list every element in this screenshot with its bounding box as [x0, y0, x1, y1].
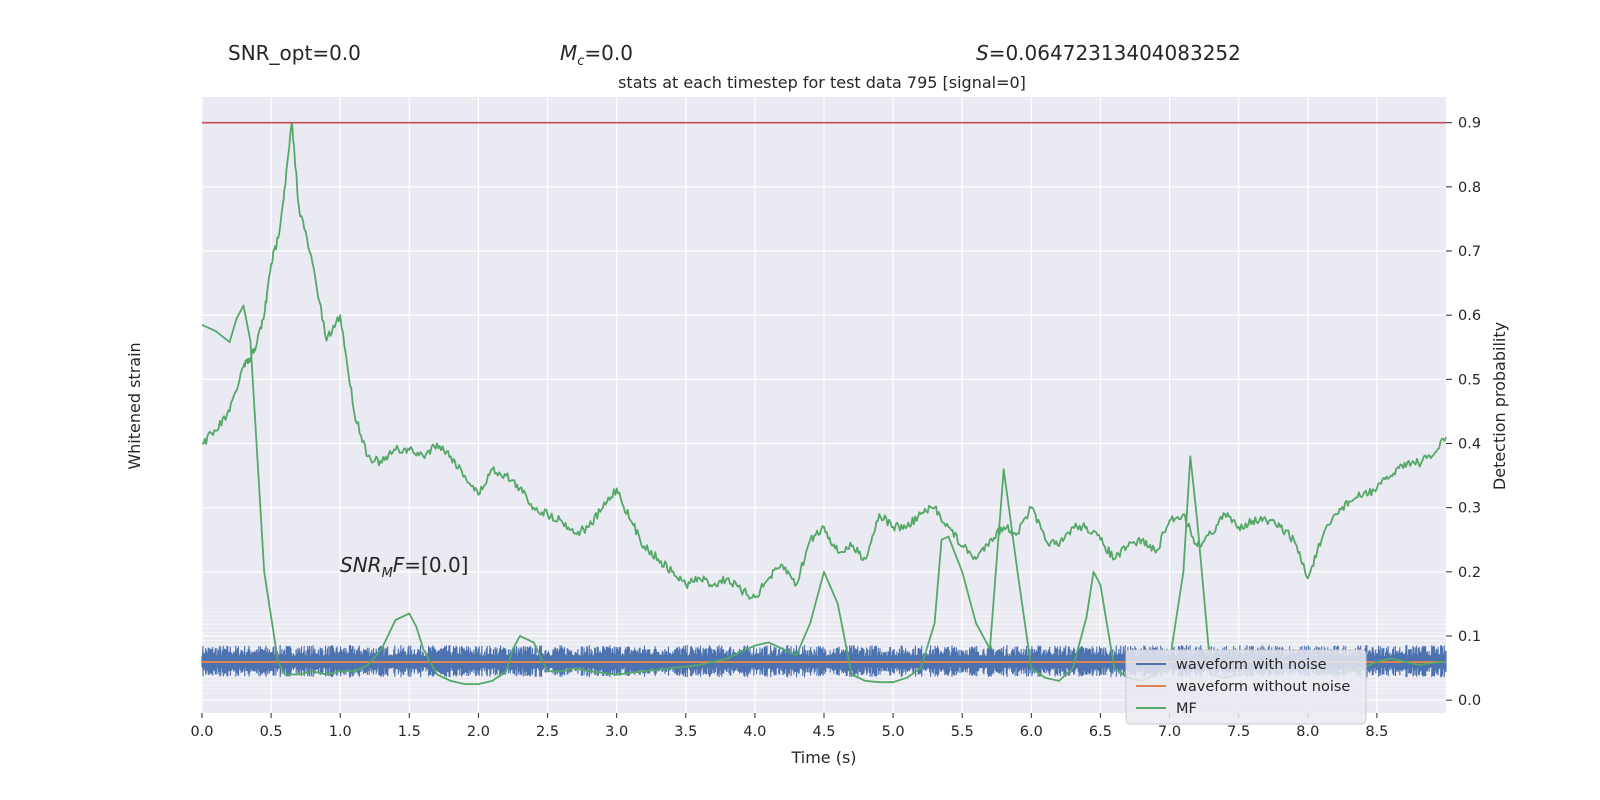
legend-box — [1125, 649, 1367, 725]
snr-opt-label: SNR_opt=0.0 — [228, 41, 361, 65]
x-tick-label: 7.5 — [1227, 724, 1250, 740]
x-tick-label: 5.0 — [882, 724, 905, 740]
snr-mf-label: SNRMF=[0.0] — [340, 553, 468, 581]
x-tick-label: 1.5 — [398, 724, 421, 740]
x-tick-label: 0.0 — [190, 724, 213, 740]
x-tick-label: 1.0 — [329, 724, 352, 740]
x-tick-label: 0.5 — [260, 724, 283, 740]
y-axis-label-right: Detection probability — [1490, 322, 1509, 490]
y-axis-ticks-right: 0.0 0.1 0.2 0.3 0.4 0.5 0.6 0.7 0.8 0.9 — [1446, 116, 1481, 709]
chirp-mass-label: Mc=0.0 — [560, 41, 633, 69]
y-tick-label: 0.4 — [1458, 437, 1481, 453]
y-axis-label-left: Whitened strain — [125, 342, 144, 469]
legend-label-mf: MF — [1176, 701, 1197, 717]
x-tick-label: 2.5 — [536, 724, 559, 740]
y-tick-label: 0.5 — [1458, 372, 1481, 388]
y-tick-label: 0.6 — [1458, 308, 1481, 324]
x-axis-label: Time (s) — [790, 748, 856, 767]
x-tick-label: 4.5 — [812, 724, 835, 740]
x-tick-label: 6.0 — [1020, 724, 1043, 740]
x-tick-label: 8.0 — [1296, 724, 1319, 740]
y-tick-label: 0.7 — [1458, 244, 1481, 260]
x-tick-label: 3.5 — [674, 724, 697, 740]
legend-label-clean: waveform without noise — [1176, 679, 1350, 695]
legend-label-noisy: waveform with noise — [1176, 657, 1327, 673]
y-tick-label: 0.9 — [1458, 116, 1481, 132]
y-tick-label: 0.1 — [1458, 629, 1481, 645]
y-tick-label: 0.3 — [1458, 501, 1481, 517]
y-tick-label: 0.0 — [1458, 693, 1481, 709]
x-axis-ticks: 0.0 0.5 1.0 1.5 2.0 2.5 3.0 3.5 4.0 4.5 5.0 5.5 6.0 6… — [190, 713, 1388, 740]
x-tick-label: 5.5 — [951, 724, 974, 740]
x-tick-label: 3.0 — [605, 724, 628, 740]
x-tick-label: 6.5 — [1089, 724, 1112, 740]
y-tick-label: 0.2 — [1458, 565, 1481, 581]
x-tick-label: 8.5 — [1365, 724, 1388, 740]
x-tick-label: 2.0 — [467, 724, 490, 740]
x-tick-label: 4.0 — [743, 724, 766, 740]
legend: waveform with noise waveform without noi… — [1125, 649, 1367, 725]
series-detection-probability — [202, 121, 1447, 600]
chart-title: stats at each timestep for test data 795… — [618, 73, 1026, 92]
s-statistic-label: S=0.06472313404083252 — [976, 41, 1241, 65]
x-tick-label: 7.0 — [1158, 724, 1181, 740]
y-tick-label: 0.8 — [1458, 180, 1481, 196]
